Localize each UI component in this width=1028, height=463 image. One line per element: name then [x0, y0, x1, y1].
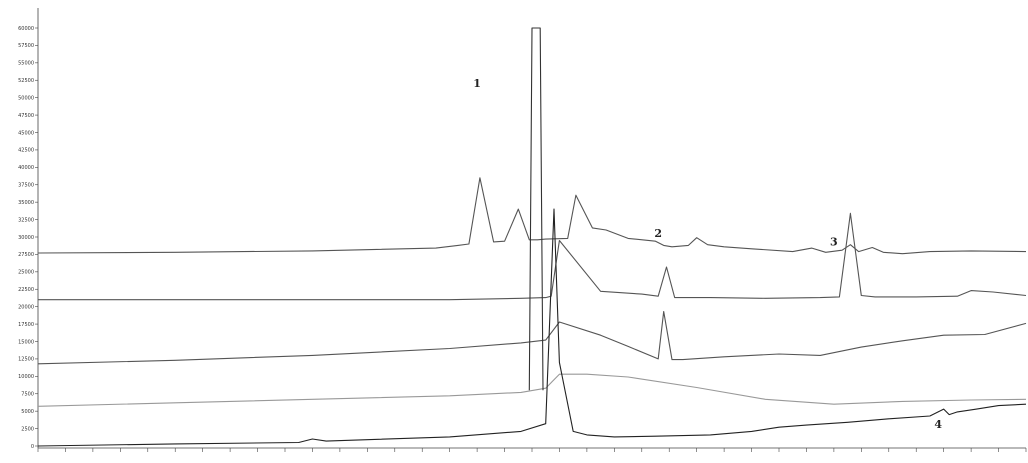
y-tick-label: 0: [31, 444, 34, 450]
y-tick-label: 17500: [18, 322, 34, 328]
y-tick-label: 35000: [18, 200, 34, 206]
y-tick-label: 50000: [18, 95, 34, 101]
y-tick-label: 7500: [21, 392, 34, 398]
y-tick-label: 57500: [18, 43, 34, 49]
peak-label-4: 4: [934, 418, 942, 431]
y-tick-label: 45000: [18, 130, 34, 136]
y-tick-label: 52500: [18, 78, 34, 84]
annotation-layer: 1 2 3 4: [473, 77, 942, 431]
series-line-1: [37, 177, 1027, 255]
y-tick-label: 60000: [18, 26, 34, 32]
y-tick-label: 32500: [18, 217, 34, 223]
y-tick-label: 20000: [18, 304, 34, 310]
y-tick-label: 22500: [18, 287, 34, 293]
series-line-2: [38, 212, 1027, 301]
series-line-5: [37, 208, 1027, 447]
y-tick-label: 37500: [18, 183, 34, 189]
y-tick-label: 2500: [21, 426, 34, 432]
axes-layer: 0250050007500100001250015000175002000022…: [18, 8, 1027, 452]
series-line-4: [37, 373, 1027, 407]
y-tick-label: 40000: [18, 165, 34, 171]
series-line-3: [37, 310, 1027, 365]
y-tick-label: 30000: [18, 235, 34, 241]
peak-label-1: 1: [473, 77, 481, 90]
peak-label-3: 3: [830, 235, 838, 248]
y-tick-label: 5000: [21, 409, 34, 415]
y-tick-label: 55000: [18, 61, 34, 67]
series-layer: [37, 27, 1027, 447]
peak-label-2: 2: [654, 227, 662, 240]
y-tick-label: 47500: [18, 113, 34, 119]
y-tick-label: 27500: [18, 252, 34, 258]
y-tick-label: 25000: [18, 270, 34, 276]
y-tick-label: 12500: [18, 357, 34, 363]
series-line-6: [528, 27, 544, 391]
y-tick-label: 10000: [18, 374, 34, 380]
y-tick-label: 42500: [18, 148, 34, 154]
y-tick-label: 15000: [18, 339, 34, 345]
